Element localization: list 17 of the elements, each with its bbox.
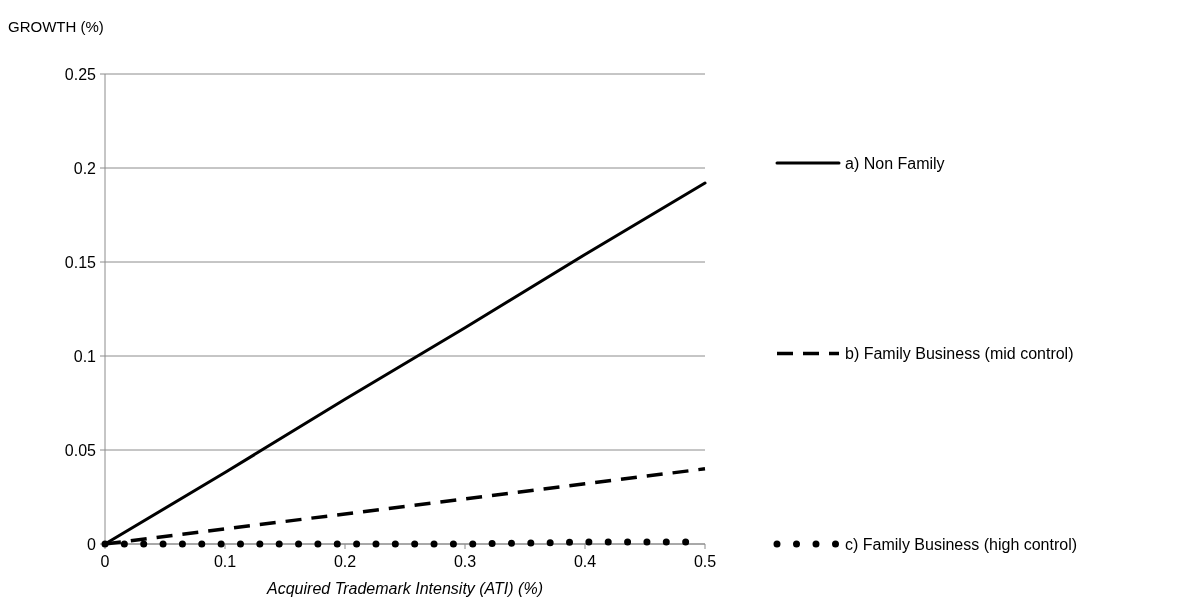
- x-tick-label: 0.4: [573, 553, 597, 570]
- x-tick-label: 0: [100, 553, 110, 570]
- y-tick-label: 0.2: [73, 159, 97, 177]
- x-axis-title: Acquired Trademark Intensity (ATI) (%): [266, 580, 543, 597]
- y-tick-label: 0: [87, 535, 97, 553]
- y-tick-label: 0.05: [64, 441, 97, 459]
- x-tick-label: 0.5: [693, 553, 717, 570]
- legend-label: b) Family Business (mid control): [845, 345, 1074, 363]
- y-tick-label: 0.25: [64, 65, 97, 83]
- x-tick-label: 0.2: [333, 553, 357, 570]
- x-tick-label: 0.3: [453, 553, 477, 570]
- legend-label: a) Non Family: [845, 154, 945, 172]
- x-tick-label: 0.1: [213, 553, 237, 570]
- legend-label: c) Family Business (high control): [845, 535, 1078, 553]
- y-tick-label: 0.1: [73, 347, 97, 365]
- y-tick-label: 0.15: [64, 253, 97, 271]
- y-axis-title: GROWTH (%): [8, 18, 104, 35]
